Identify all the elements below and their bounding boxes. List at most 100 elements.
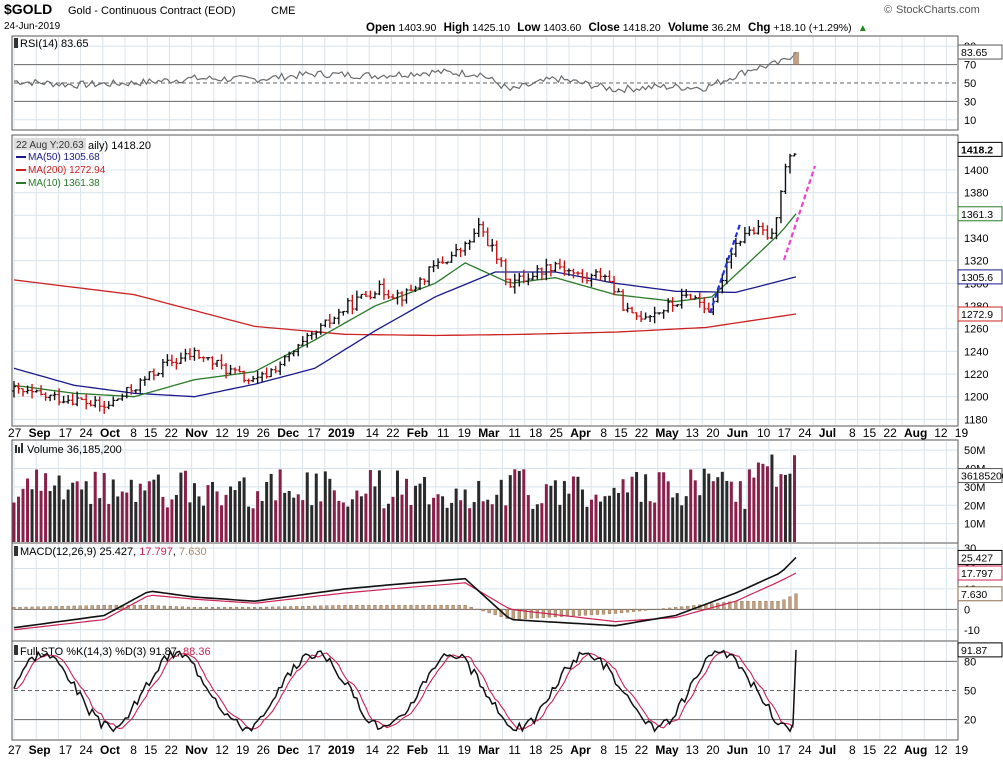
symbol: $GOLD [4, 1, 52, 17]
x-tick-label: Feb [407, 426, 428, 440]
x-tick-label: Sep [29, 426, 51, 440]
x-tick-label: 18 [529, 743, 543, 757]
macd-title: MACD(12,26,9) 25.427, 17.797, 7.630 [14, 546, 207, 558]
x-tick-label: Sep [29, 743, 51, 757]
macd-hist-bar [361, 605, 364, 609]
macd-hist-bar [596, 609, 599, 614]
volume-bar [206, 485, 209, 542]
volume-bar [694, 480, 697, 542]
macd-hist-bar [91, 606, 94, 610]
volume-bar [134, 502, 137, 542]
volume-bar [220, 505, 223, 542]
volume-bar [581, 490, 584, 542]
x-tick-label: 22 [386, 743, 400, 757]
volume-bar [261, 501, 264, 542]
volume-bar [432, 498, 435, 542]
volume-bar [378, 470, 381, 542]
macd-hist-bar [626, 609, 629, 612]
volume-bar [585, 507, 588, 542]
instrument-name: Gold - Continuous Contract (EOD) [68, 5, 236, 17]
rsi-title: RSI(14) 83.65 [14, 38, 88, 50]
x-tick-label: 24 [79, 743, 93, 757]
macd-hist-bar [331, 606, 334, 610]
macd-hist-bar [13, 607, 16, 609]
tick-label: 80 [964, 656, 976, 668]
macd-hist-bar [536, 609, 539, 618]
volume-bar [522, 469, 525, 542]
hover-label: 22 Aug Y:20.63 [16, 140, 84, 151]
x-tick-label: 27 [8, 743, 22, 757]
macd-hist-bar [452, 605, 455, 609]
volume-bar [256, 491, 259, 542]
volume-bar [495, 495, 498, 542]
x-tick-label: 8 [600, 743, 607, 757]
volume-bar [667, 481, 670, 542]
volume-bar [211, 482, 214, 542]
x-tick-label: 11 [437, 743, 450, 757]
volume-bar [103, 473, 106, 542]
macd-hist-bar [410, 605, 413, 609]
volume-bar [67, 490, 70, 542]
tick-label: 30M [964, 482, 985, 494]
macd-hist-bar [530, 609, 533, 618]
macd-hist-bar [632, 609, 635, 611]
macd-hist-bar [247, 607, 250, 609]
svg-text:Full STO %K(14,3) %D(3) 91.87,: Full STO %K(14,3) %D(3) 91.87, 88.36 [20, 646, 211, 658]
volume-title: Volume 36,185,200 [15, 443, 122, 456]
volume-bar [441, 496, 444, 542]
volume-bar [414, 486, 417, 542]
macd-hist-bar [644, 609, 647, 610]
x-tick-label: 12 [215, 743, 229, 757]
volume-bar [775, 487, 778, 542]
price-panel [12, 135, 958, 426]
volume-bar [292, 498, 295, 542]
volume-bar [89, 504, 92, 542]
x-tick-label: Oct [100, 426, 120, 440]
macd-hist-bar [482, 609, 485, 611]
x-tick-label: 26 [257, 743, 271, 757]
volume-bar [423, 477, 426, 542]
x-tick-label: Apr [570, 743, 591, 757]
volume-bar [13, 503, 16, 542]
volume-bar [143, 490, 146, 542]
x-tick-label: 8 [849, 743, 856, 757]
volume-bar [175, 495, 178, 542]
macd-hist-bar [789, 597, 792, 610]
volume-bar [252, 508, 255, 542]
volume-bar [622, 479, 625, 542]
volume-bar [540, 503, 543, 542]
macd-hist-bar [265, 607, 268, 609]
macd-hist-bar [169, 606, 172, 609]
volume-bar [391, 497, 394, 542]
volume-bar [387, 504, 390, 542]
volume-bar [766, 466, 769, 542]
x-tick-label: 17 [59, 743, 73, 757]
macd-hist-bar [584, 609, 587, 615]
volume-bar [730, 482, 733, 542]
volume-bar [513, 469, 516, 542]
macd-hist-bar [253, 607, 256, 609]
x-tick-label: 12 [215, 426, 229, 440]
volume-bar [770, 455, 773, 542]
macd-hist-bar [434, 605, 437, 609]
macd-hist-bar [97, 605, 100, 609]
volume-bar [107, 504, 110, 542]
volume-bar [166, 507, 169, 542]
volume-bar [558, 505, 561, 542]
volume-bar [500, 480, 503, 542]
volume-bar [49, 491, 52, 542]
x-tick-label: 11 [508, 426, 521, 440]
x-tick-label: 8 [849, 426, 856, 440]
macd-hist-bar [55, 606, 58, 609]
x-tick-label: 12 [934, 743, 948, 757]
x-tick-label: 19 [955, 743, 969, 757]
volume-bar [631, 477, 634, 542]
volume-bar [784, 475, 787, 542]
macd-hist-bar [241, 607, 244, 609]
macd-hist-bar [488, 609, 491, 613]
x-tick-label: 11 [437, 426, 450, 440]
volume-bar [685, 496, 688, 542]
